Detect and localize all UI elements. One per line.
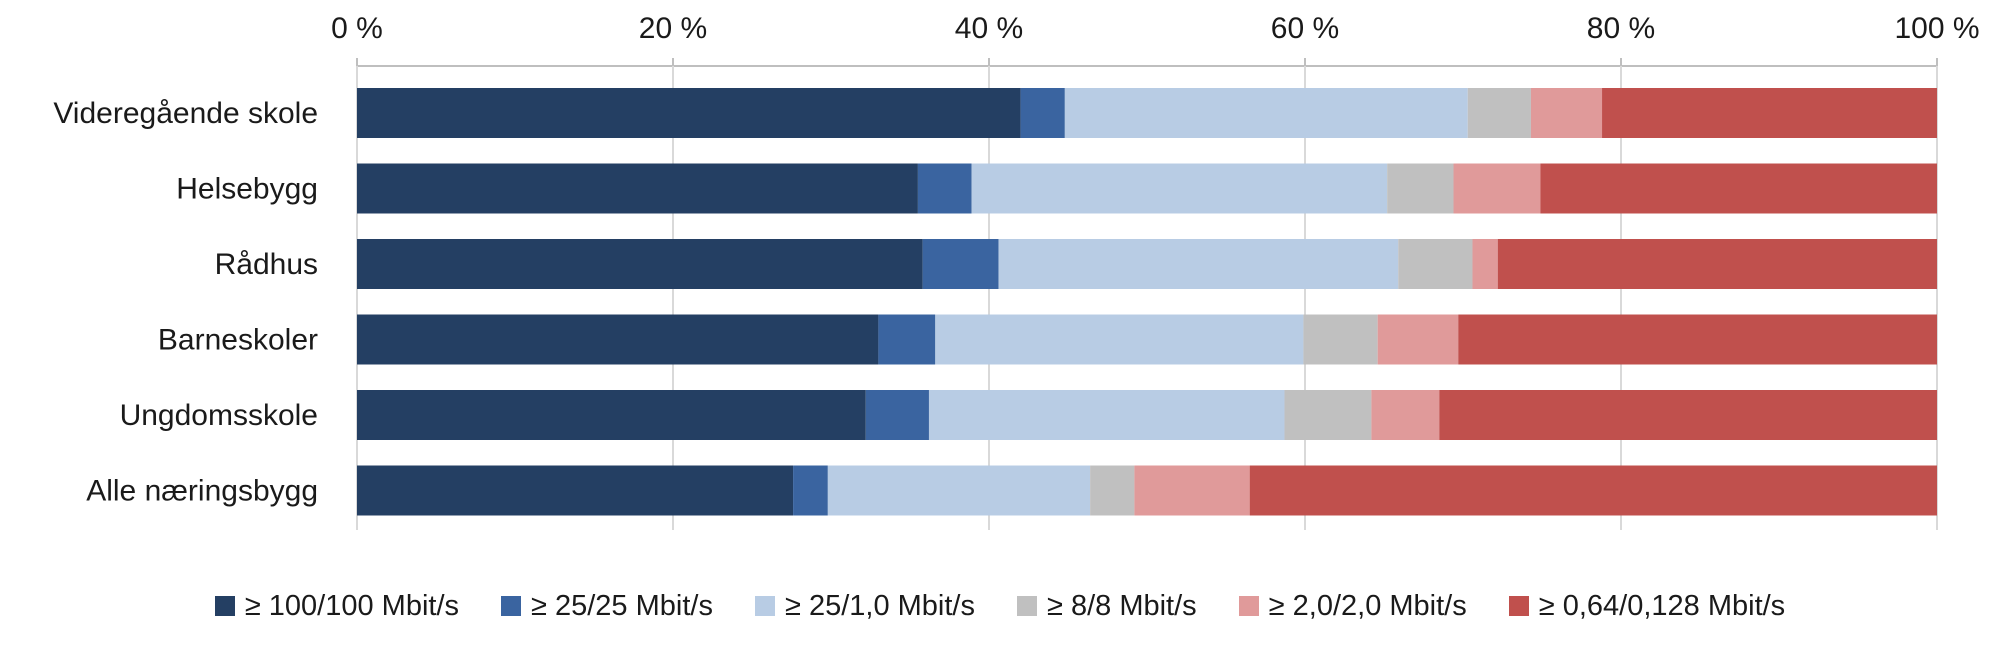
bar-segment bbox=[1467, 88, 1531, 138]
bar-segment bbox=[1303, 314, 1378, 365]
legend-swatch bbox=[1508, 596, 1529, 616]
legend-label: ≥ 0,64/0,128 Mbit/s bbox=[1538, 589, 1786, 622]
bar-segment bbox=[357, 465, 794, 516]
bar-segment bbox=[1090, 465, 1135, 516]
bar-segment bbox=[357, 239, 923, 289]
legend-swatch bbox=[754, 596, 775, 616]
bar-segment bbox=[865, 390, 929, 440]
x-tick-label: 0 % bbox=[331, 12, 383, 45]
x-tick-label: 60 % bbox=[1271, 12, 1339, 45]
bar-segment bbox=[1530, 88, 1603, 138]
bar-segment bbox=[928, 390, 1285, 440]
category-label: Barneskoler bbox=[158, 324, 318, 357]
bar-segment bbox=[1540, 163, 1937, 214]
x-tick-label: 20 % bbox=[639, 12, 707, 45]
bars bbox=[357, 88, 1937, 516]
bar-segment bbox=[1387, 163, 1454, 214]
legend-swatch bbox=[214, 596, 235, 616]
bar-segment bbox=[935, 314, 1304, 365]
x-tick-label: 80 % bbox=[1587, 12, 1655, 45]
category-label: Helsebygg bbox=[176, 173, 318, 206]
legend-swatch bbox=[501, 596, 522, 616]
bar-segment bbox=[971, 163, 1388, 214]
bar-segment bbox=[357, 88, 1021, 138]
bar-segment bbox=[1497, 239, 1937, 289]
x-axis-ticks: 0 % 20 % 40 % 60 % 80 % 100 % bbox=[331, 12, 1980, 66]
legend-item: ≥ 100/100 Mbit/s bbox=[214, 589, 460, 623]
bar-segment bbox=[1134, 465, 1250, 516]
legend-swatch bbox=[1238, 596, 1259, 616]
bar-segment bbox=[827, 465, 1091, 516]
bar-segment bbox=[1458, 314, 1937, 365]
category-label: Ungdomsskole bbox=[120, 399, 318, 432]
x-tick-label: 40 % bbox=[955, 12, 1023, 45]
bar-segment bbox=[1453, 163, 1541, 214]
category-labels: Videregående skole Helsebygg Rådhus Barnesk… bbox=[53, 97, 318, 508]
category-label: Rådhus bbox=[215, 248, 318, 281]
bar-segment bbox=[1472, 239, 1498, 289]
bar-segment bbox=[793, 465, 828, 516]
bar-segment bbox=[922, 239, 999, 289]
legend-item: ≥ 25/1,0 Mbit/s bbox=[754, 589, 975, 623]
legend-label: ≥ 25/1,0 Mbit/s bbox=[784, 589, 975, 622]
bar-segment bbox=[998, 239, 1399, 289]
legend-item: ≥ 2,0/2,0 Mbit/s bbox=[1238, 589, 1467, 623]
bar-segment bbox=[1249, 465, 1937, 516]
gridlines bbox=[356, 65, 1938, 530]
x-tick-label: 100 % bbox=[1894, 12, 1979, 45]
bar-segment bbox=[357, 314, 879, 365]
bar-segment bbox=[357, 163, 918, 214]
bar-segment bbox=[1284, 390, 1372, 440]
bar-segment bbox=[1371, 390, 1440, 440]
category-label: Alle næringsbygg bbox=[86, 475, 318, 508]
legend-item: ≥ 8/8 Mbit/s bbox=[1016, 589, 1197, 623]
legend-item: ≥ 25/25 Mbit/s bbox=[501, 590, 713, 623]
category-label: Videregående skole bbox=[53, 97, 318, 130]
bar-segment bbox=[1398, 239, 1473, 289]
bar-segment bbox=[1439, 390, 1937, 440]
bar-segment bbox=[1602, 88, 1937, 138]
legend: ≥ 100/100 Mbit/s ≥ 25/25 Mbit/s ≥ 25/1,0 M… bbox=[0, 578, 2000, 634]
legend-swatch bbox=[1016, 596, 1037, 616]
bar-segment bbox=[917, 163, 972, 214]
legend-label: ≥ 25/25 Mbit/s bbox=[531, 589, 713, 622]
bar-segment bbox=[1064, 88, 1468, 138]
legend-label: ≥ 8/8 Mbit/s bbox=[1046, 589, 1197, 622]
legend-label: ≥ 100/100 Mbit/s bbox=[244, 589, 460, 622]
bar-segment bbox=[357, 390, 866, 440]
bar-segment bbox=[878, 314, 936, 365]
legend-label: ≥ 2,0/2,0 Mbit/s bbox=[1268, 589, 1467, 622]
legend-item: ≥ 0,64/0,128 Mbit/s bbox=[1508, 589, 1786, 623]
bar-segment bbox=[1020, 88, 1065, 138]
bar-segment bbox=[1377, 314, 1459, 365]
